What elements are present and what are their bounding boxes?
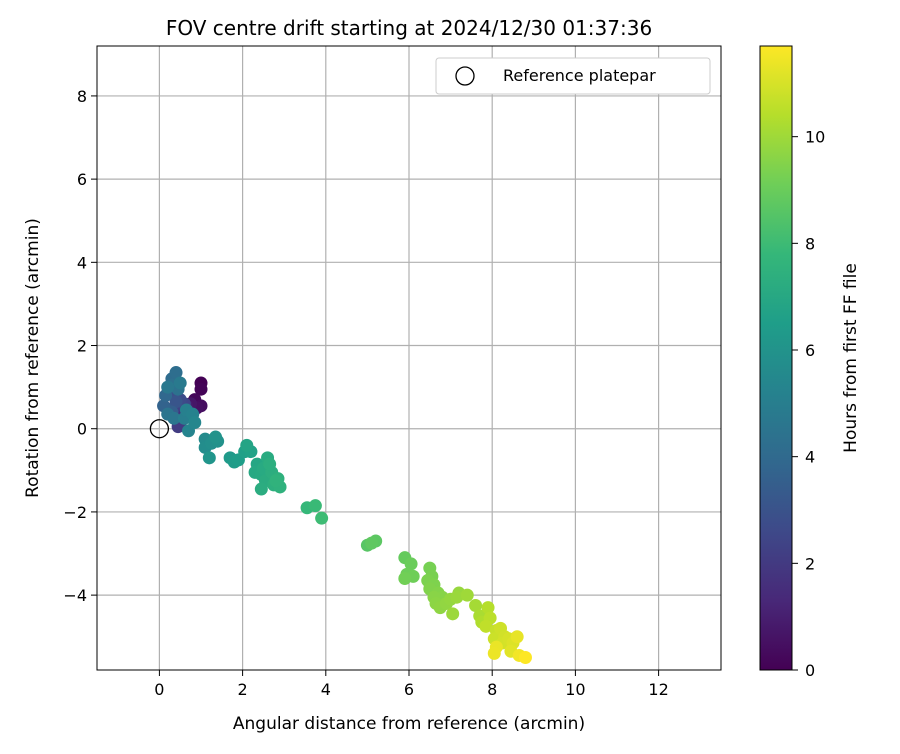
data-point <box>365 536 379 550</box>
chart-title: FOV centre drift starting at 2024/12/30 … <box>166 16 652 40</box>
data-point <box>469 599 483 613</box>
y-tick-label: 8 <box>77 87 87 106</box>
x-tick-label: 6 <box>404 680 414 699</box>
data-point <box>169 366 183 380</box>
data-point <box>518 651 532 665</box>
x-tick-label: 12 <box>648 680 668 699</box>
data-point <box>194 382 208 396</box>
data-point <box>167 411 181 425</box>
data-point <box>450 590 464 604</box>
data-point <box>209 430 223 444</box>
data-point <box>315 511 329 525</box>
colorbar <box>759 45 793 671</box>
data-point <box>188 415 202 429</box>
y-tick-label: 6 <box>77 170 87 189</box>
x-tick-label: 0 <box>154 680 164 699</box>
grid-lines <box>97 46 721 670</box>
data-point <box>308 499 322 513</box>
colorbar-tick-label: 4 <box>805 448 815 467</box>
data-point <box>479 619 493 633</box>
data-point <box>510 630 524 644</box>
x-tick-label: 2 <box>238 680 248 699</box>
legend: Reference platepar <box>435 57 711 95</box>
legend-box <box>435 57 711 95</box>
colorbar-tick-label: 2 <box>805 554 815 573</box>
data-point <box>460 588 474 602</box>
data-point <box>481 601 495 615</box>
data-point <box>173 376 187 390</box>
y-tick-label: 2 <box>77 337 87 356</box>
data-point <box>169 395 183 409</box>
x-tick-label: 8 <box>487 680 497 699</box>
y-tick-label: −4 <box>63 586 87 605</box>
data-point <box>404 557 418 571</box>
colorbar-tick-label: 10 <box>805 128 825 147</box>
colorbar-label: Hours from first FF file <box>841 263 861 453</box>
data-points <box>157 366 532 665</box>
legend-marker <box>455 66 475 86</box>
data-point <box>254 482 268 496</box>
x-axis-label: Angular distance from reference (arcmin) <box>233 714 585 734</box>
y-axis-label: Rotation from reference (arcmin) <box>23 218 43 498</box>
x-tick-label: 10 <box>565 680 585 699</box>
data-point <box>202 451 216 465</box>
legend-label: Reference platepar <box>503 66 656 85</box>
y-axis-ticks: −4 −2 0 2 4 6 8 <box>63 87 97 605</box>
y-tick-label: −2 <box>63 503 87 522</box>
data-point <box>161 380 175 394</box>
data-point <box>487 646 501 660</box>
x-tick-label: 4 <box>321 680 331 699</box>
data-point <box>240 438 254 452</box>
y-tick-label: 0 <box>77 420 87 439</box>
y-tick-label: 4 <box>77 253 87 272</box>
colorbar-tick-label: 6 <box>805 341 815 360</box>
colorbar-tick-label: 0 <box>805 661 815 680</box>
colorbar-tick-label: 8 <box>805 234 815 253</box>
data-point <box>269 474 283 488</box>
reference-marker <box>149 419 170 439</box>
x-axis-ticks: 0 2 4 6 8 10 12 <box>154 670 669 699</box>
data-point <box>398 571 412 585</box>
data-point <box>446 607 460 621</box>
data-point <box>263 457 277 471</box>
colorbar-ticks: 0 2 4 6 8 10 <box>792 128 825 680</box>
